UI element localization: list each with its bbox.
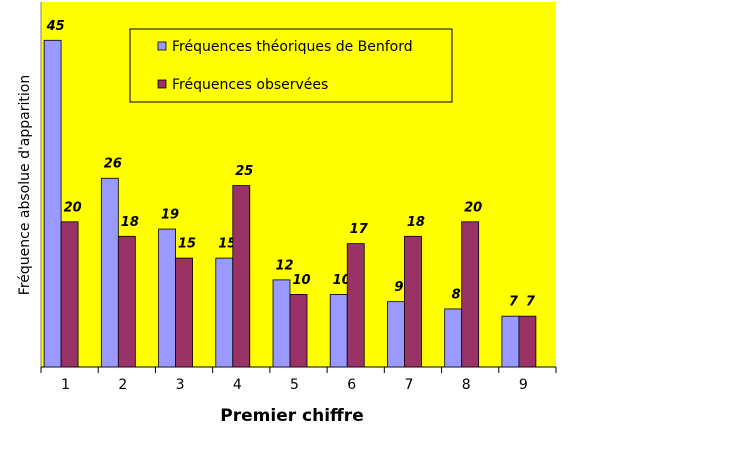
bar	[387, 301, 405, 368]
value-label: 9	[394, 280, 403, 295]
x-axis-title: Premier chiffre	[220, 406, 363, 426]
x-tick-label: 5	[290, 377, 299, 393]
legend-label: Fréquences observées	[172, 77, 328, 93]
value-label: 7	[526, 295, 536, 310]
bar	[272, 279, 291, 368]
legend-box	[129, 28, 453, 103]
value-label: 10	[333, 273, 351, 288]
legend-swatch	[157, 41, 167, 51]
y-axis-title: Fréquence absolue d'apparition	[17, 75, 33, 295]
value-label: 19	[161, 208, 179, 223]
value-label: 18	[407, 215, 425, 230]
x-tick-label: 3	[176, 377, 185, 393]
bar	[444, 308, 463, 368]
x-tick-label: 4	[233, 377, 242, 393]
bar	[404, 235, 422, 368]
bar	[501, 315, 520, 368]
value-label: 45	[46, 19, 65, 34]
bar	[60, 221, 79, 368]
bar	[175, 257, 193, 368]
x-tick-label: 2	[118, 377, 127, 393]
bar	[100, 177, 119, 368]
x-tick-label: 9	[519, 377, 528, 393]
value-label: 8	[452, 287, 461, 302]
bar	[329, 293, 348, 368]
value-label: 26	[104, 157, 122, 172]
value-label: 12	[275, 258, 293, 273]
bar	[215, 257, 234, 368]
bar	[461, 221, 480, 368]
x-tick-label: 7	[404, 377, 413, 393]
bar	[289, 293, 308, 368]
value-label: 17	[350, 222, 369, 237]
legend-swatch	[157, 79, 167, 89]
bar	[518, 315, 537, 368]
legend-label: Fréquences théoriques de Benford	[172, 39, 413, 55]
bar	[232, 185, 251, 368]
x-tick-label: 6	[347, 377, 356, 393]
value-label: 20	[64, 200, 82, 215]
bar	[346, 243, 365, 368]
bar	[158, 228, 176, 368]
x-tick-label: 8	[462, 377, 471, 393]
value-label: 7	[509, 295, 519, 310]
value-label: 10	[292, 273, 310, 288]
x-tick-label: 1	[61, 377, 70, 393]
value-label: 15	[218, 237, 236, 252]
value-label: 20	[464, 200, 482, 215]
value-label: 18	[121, 215, 139, 230]
bar	[117, 235, 136, 368]
value-label: 15	[178, 237, 196, 252]
value-label: 25	[235, 164, 253, 179]
bar	[43, 39, 62, 368]
